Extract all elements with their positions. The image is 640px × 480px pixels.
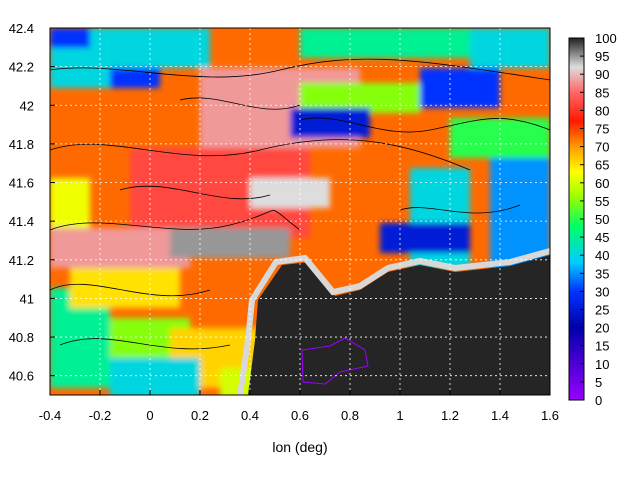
colorbar-tick-label: 55 [595,194,609,209]
x-tick-label: 0.6 [291,408,309,423]
colorbar-tick-label: 0 [595,393,602,408]
x-tick-label: 0.8 [341,408,359,423]
colorbar-tick-label: 30 [595,284,609,299]
colorbar-tick-label: 5 [595,375,602,390]
colorbar-tick-label: 80 [595,103,609,118]
x-tick-label: 1.6 [541,408,559,423]
x-tick-label: 0.4 [241,408,259,423]
colorbar-tick-label: 15 [595,339,609,354]
colorbar-tick-label: 45 [595,230,609,245]
colorbar-tick-label: 95 [595,49,609,64]
x-axis: -0.4 -0.2 0 0.2 0.4 0.6 0.8 1 1.2 1.4 1.6 [39,390,559,423]
y-tick-label: 42 [20,98,34,113]
y-tick-label: 42.2 [9,60,34,75]
y-tick-label: 40.6 [9,369,34,384]
colorbar-tick-label: 85 [595,85,609,100]
colorbar-ticks: 0 5 10 15 20 25 30 35 40 45 50 55 60 65 70 75 80 85 90 95 10… [580,31,617,408]
colorbar-tick-label: 75 [595,122,609,137]
y-tick-label: 41.2 [9,253,34,268]
colorbar-tick-label: 40 [595,248,609,263]
colorbar: 0 5 10 15 20 25 30 35 40 45 50 55 60 65 70 75 80 85 90 95 10… [568,31,617,408]
y-axis: 40.6 40.8 41 41.2 41.4 41.6 41.8 42 42.2 42.4 [9,21,55,384]
y-tick-label: 42.4 [9,21,34,36]
contour-lines [50,58,550,350]
y-tick-label: 41.6 [9,176,34,191]
coast-highlight [237,248,550,395]
sea-region [248,255,550,395]
colorbar-tick-label: 35 [595,266,609,281]
x-tick-label: -0.2 [89,408,111,423]
colorbar-tick-label: 10 [595,357,609,372]
colorbar-tick-label: 20 [595,321,609,336]
colorbar-tick-label: 50 [595,212,609,227]
x-tick-label: 1 [396,408,403,423]
y-tick-label: 41 [20,291,34,306]
colorbar-tick-label: 70 [595,140,609,155]
x-tick-label: 0.2 [191,408,209,423]
x-tick-label: -0.4 [39,408,61,423]
grid [50,28,550,395]
x-tick-label: 0 [146,408,153,423]
colorbar-tick-label: 60 [595,176,609,191]
x-tick-label: 1.4 [491,408,509,423]
x-tick-label: 1.2 [441,408,459,423]
y-tick-label: 41.4 [9,214,34,229]
y-tick-label: 41.8 [9,137,34,152]
colorbar-tick-label: 65 [595,158,609,173]
colorbar-tick-label: 25 [595,303,609,318]
y-tick-label: 40.8 [9,330,34,345]
colorbar-tick-label: 100 [595,31,617,46]
x-axis-label: lon (deg) [272,439,327,455]
colorbar-tick-label: 90 [595,67,609,82]
purple-contour [301,337,369,385]
